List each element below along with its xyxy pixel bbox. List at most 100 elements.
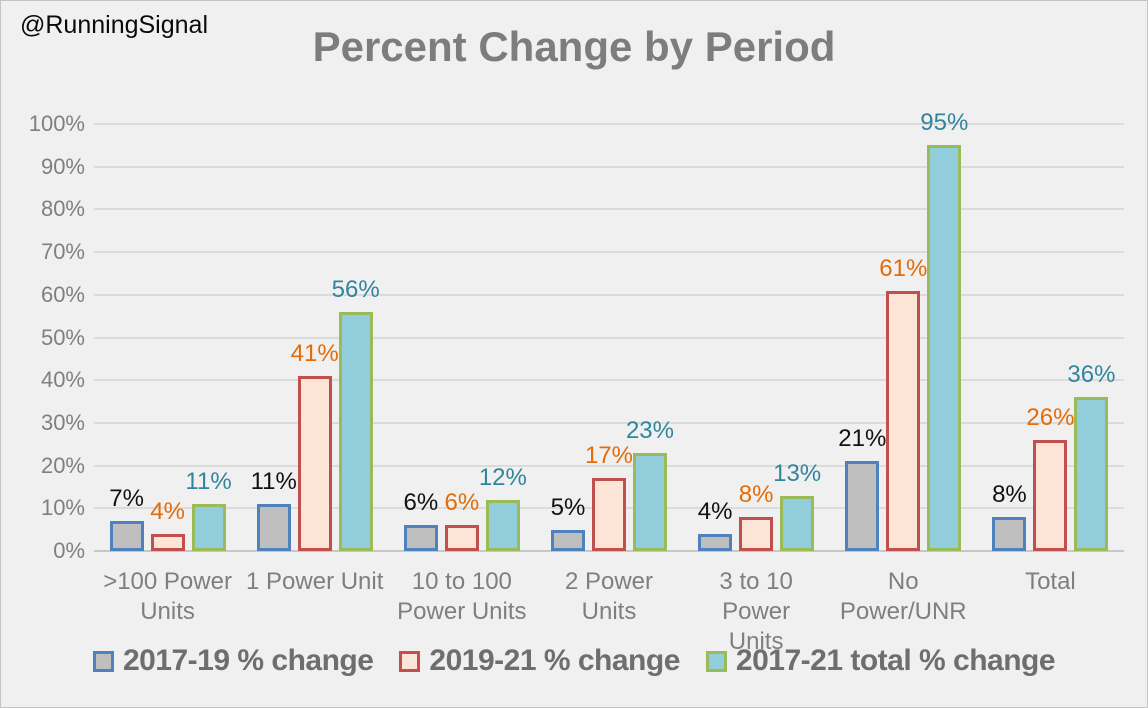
y-tick-label: 70% [40, 239, 85, 265]
bar-wrap: 4% [698, 498, 733, 551]
bar [632, 452, 667, 551]
gridline-50 [94, 336, 1124, 339]
gridline-30 [94, 421, 1124, 424]
bar-data-label: 17% [584, 442, 634, 470]
bar [550, 529, 585, 551]
y-axis: 0% 10% 20% 30% 40% 50% 60% 70% 80% 90% 100% [1, 111, 85, 563]
category-label: 2 Power Units [535, 567, 682, 657]
legend-label: 2019-21 % change [429, 644, 680, 677]
bar-group: 11% 41% 56% [241, 124, 388, 551]
y-tick-label: 10% [40, 495, 85, 521]
gridline-80 [94, 208, 1124, 211]
legend-item: 2017-19 % change [92, 644, 374, 678]
y-tick-label: 0% [53, 538, 85, 563]
chart-title: Percent Change by Period [312, 23, 836, 70]
gridline-20 [94, 464, 1124, 467]
bar-data-label: 6% [403, 489, 439, 517]
bar [886, 290, 921, 551]
y-tick-label: 100% [28, 111, 85, 136]
bar-wrap: 23% [626, 417, 674, 551]
legend-swatch [705, 650, 727, 672]
bar [1074, 397, 1109, 551]
bar [338, 311, 373, 551]
bar-data-label: 11% [185, 468, 232, 496]
bar [403, 525, 438, 551]
category-label-line: 1 Power Unit [246, 568, 384, 595]
gridline-60 [94, 293, 1124, 296]
bar-group: 6% 6% 12% [388, 124, 535, 551]
bar-data-label: 61% [879, 254, 928, 282]
bar-wrap: 8% [992, 481, 1027, 551]
gridline-0 [94, 550, 1124, 552]
bar [1033, 439, 1068, 551]
category-label: 1 Power Unit [241, 567, 388, 657]
category-label: 3 to 10 Power Units [683, 567, 830, 657]
bar-wrap: 7% [109, 485, 144, 551]
category-label: 10 to 100 Power Units [388, 567, 535, 657]
y-tick-label: 90% [40, 153, 85, 179]
bar [698, 533, 733, 551]
bar-data-label: 41% [290, 339, 339, 367]
bar [845, 461, 880, 551]
legend-item: 2019-21 % change [399, 644, 680, 678]
bar-data-label: 4% [150, 497, 185, 525]
bar-wrap: 56% [332, 276, 380, 551]
bar-data-label: 8% [738, 480, 774, 508]
bar-wrap: 21% [838, 425, 886, 551]
bar-group: 5% 17% 23% [535, 124, 682, 551]
bar [927, 145, 962, 551]
bar-wrap: 11% [251, 468, 297, 551]
bar [444, 525, 479, 551]
bar-wrap: 95% [920, 109, 968, 551]
legend: 2017-19 % change 2019-21 % change 2017-21 … [1, 644, 1147, 678]
bar-data-label: 8% [992, 480, 1027, 508]
legend-item: 2017-21 total % change [705, 644, 1056, 678]
category-label-line: Units [728, 628, 784, 655]
gridline-100 [94, 123, 1124, 125]
bar-data-label: 6% [444, 489, 480, 517]
category-label-line: >100 Power [103, 568, 232, 595]
legend-swatch [92, 650, 114, 672]
bar-wrap: 41% [291, 340, 339, 551]
bar [591, 478, 626, 551]
category-label-line: 3 to 10 Power [719, 568, 793, 625]
bar-data-label: 56% [331, 275, 380, 303]
bar-data-label: 21% [838, 425, 887, 453]
bar [109, 521, 144, 551]
bar-wrap: 5% [550, 494, 585, 551]
bar-wrap: 4% [150, 498, 185, 551]
bar-data-label: 36% [1067, 361, 1116, 389]
bar [297, 375, 332, 551]
bar [256, 504, 291, 551]
category-label-line: Units [140, 598, 195, 625]
bar-groups: 7% 4% 11% 11% 41% 56% 6% 6% 12% 5% 17% 23% 4% 8% 13% 21… [94, 109, 1124, 551]
bar-wrap: 26% [1026, 404, 1074, 551]
bar-group: 7% 4% 11% [94, 124, 241, 551]
y-tick-label: 20% [40, 452, 85, 478]
legend-label: 2017-19 % change [122, 644, 374, 677]
category-label: No Power/UNR [830, 567, 977, 657]
bar-data-label: 13% [773, 459, 822, 487]
bar-group: 4% 8% 13% [683, 124, 830, 551]
y-tick-label: 60% [40, 281, 85, 307]
bar-wrap: 17% [585, 442, 633, 551]
category-label-line: Power/UNR [839, 598, 967, 625]
bar-wrap: 12% [479, 464, 527, 551]
bar-data-label: 12% [478, 463, 527, 491]
category-label-line: Total [1025, 568, 1076, 595]
bar [150, 533, 185, 551]
legend-label: 2017-21 total % change [735, 644, 1056, 677]
x-axis: >100 Power Units 1 Power Unit 10 to 100 Powe… [94, 567, 1124, 657]
bar-wrap: 6% [403, 489, 438, 551]
bar-data-label: 11% [250, 468, 297, 496]
bar-wrap: 8% [739, 481, 773, 551]
bar-data-label: 23% [625, 416, 675, 444]
y-tick-label: 50% [40, 324, 85, 350]
y-tick-label: 30% [40, 409, 85, 435]
bar-group: 21% 61% 95% [830, 109, 977, 551]
bar-group: 8% 26% 36% [977, 124, 1124, 551]
category-label: Total [977, 567, 1124, 657]
bar-wrap: 36% [1067, 361, 1115, 551]
y-tick-label: 40% [40, 367, 85, 393]
